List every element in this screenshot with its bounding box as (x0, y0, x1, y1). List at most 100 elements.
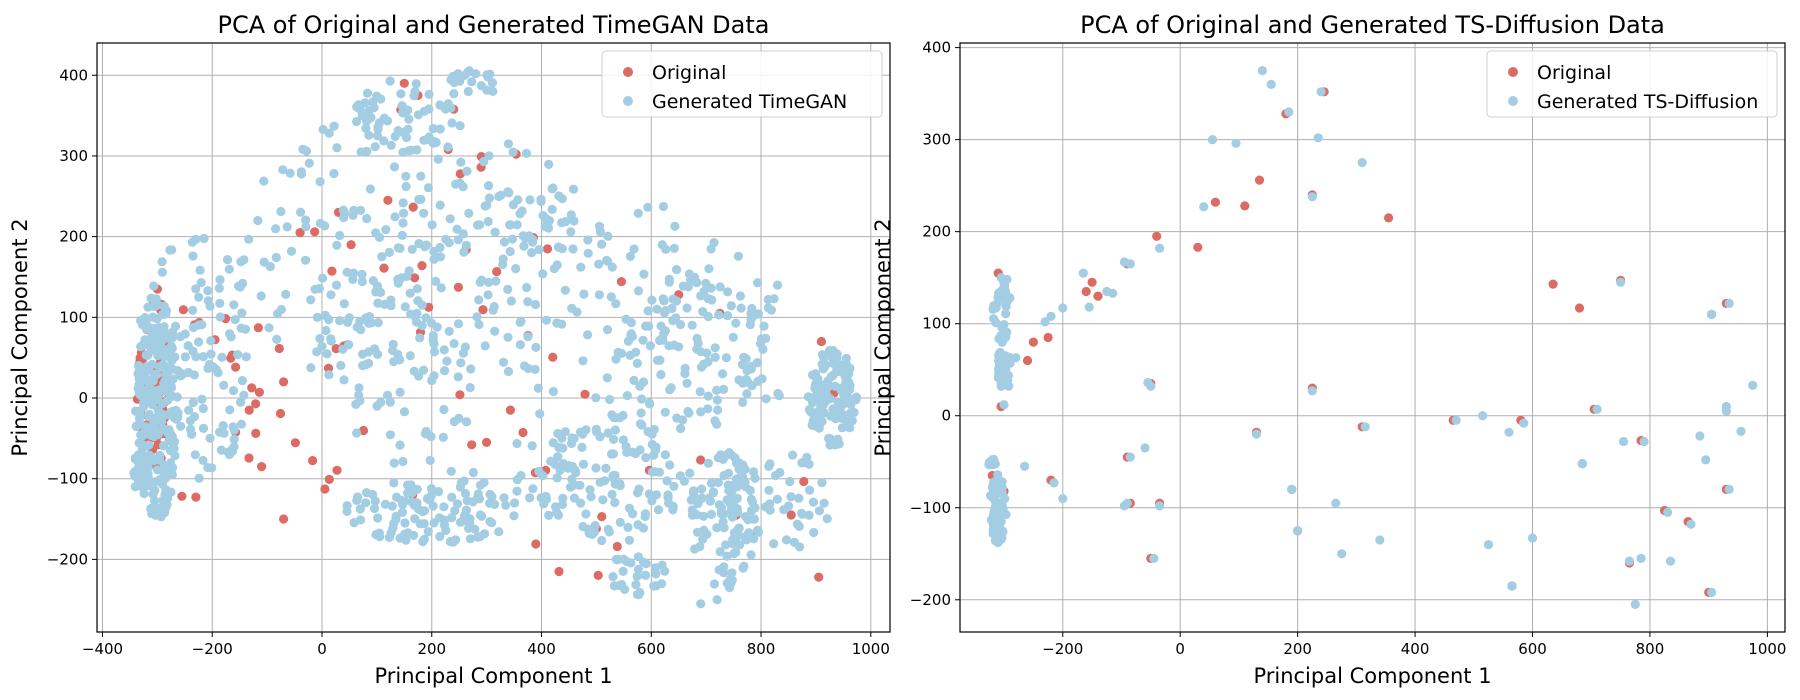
scatter-point (296, 169, 306, 179)
scatter-point (671, 313, 681, 323)
scatter-point (665, 460, 675, 470)
y-tick-label: 200 (922, 223, 951, 241)
scatter-point (362, 146, 372, 156)
scatter-point (817, 416, 827, 427)
scatter-point (145, 423, 155, 433)
scatter-point (415, 333, 425, 343)
scatter-point (215, 312, 225, 322)
chart-title: PCA of Original and Generated TS-Diffusi… (1080, 11, 1665, 39)
scatter-point (480, 341, 490, 351)
scatter-point (206, 349, 216, 359)
scatter-point (595, 477, 605, 487)
scatter-point (733, 251, 744, 261)
scatter-point (656, 321, 666, 331)
scatter-point (557, 218, 567, 228)
scatter-point (435, 200, 445, 210)
scatter-point (455, 390, 465, 400)
scatter-point (362, 213, 372, 224)
scatter-point (185, 424, 196, 434)
scatter-point (167, 470, 177, 480)
scatter-point (668, 505, 678, 515)
scatter-point (410, 273, 420, 283)
scatter-point (391, 511, 401, 521)
scatter-point (516, 316, 526, 326)
scatter-point (336, 360, 346, 371)
scatter-point (1058, 303, 1068, 313)
scatter-point (434, 487, 444, 497)
scatter-point (1287, 484, 1297, 494)
scatter-point (306, 363, 316, 373)
scatter-point (315, 218, 325, 228)
scatter-point (672, 265, 682, 275)
scatter-point (748, 467, 759, 477)
legend-label: Generated TS-Diffusion (1537, 91, 1758, 113)
scatter-point (460, 342, 470, 352)
legend-marker (1508, 96, 1518, 106)
scatter-point (602, 255, 612, 265)
scatter-point (445, 536, 455, 547)
scatter-point (643, 306, 653, 316)
scatter-point (786, 510, 796, 520)
scatter-point (996, 381, 1006, 391)
scatter-point (644, 398, 655, 408)
scatter-point (635, 445, 645, 455)
scatter-point (639, 269, 649, 279)
scatter-point (298, 144, 308, 154)
scatter-point (435, 124, 445, 134)
scatter-point (197, 394, 207, 404)
scatter-point (742, 389, 752, 399)
scatter-point (1210, 197, 1220, 207)
scatter-point (608, 473, 618, 483)
scatter-point (1527, 533, 1538, 543)
scatter-point (618, 410, 628, 421)
scatter-point (641, 453, 651, 463)
scatter-point (721, 540, 731, 550)
scatter-point (327, 266, 337, 276)
scatter-point (657, 579, 667, 589)
scatter-point (166, 383, 177, 393)
y-tick-label: −100 (910, 499, 951, 517)
scatter-point (712, 385, 722, 395)
scatter-point (405, 288, 415, 298)
scatter-point (583, 248, 593, 258)
scatter-point (549, 264, 559, 274)
scatter-point (214, 283, 224, 293)
scatter-point (432, 322, 442, 332)
x-tick-label: 1000 (852, 640, 890, 658)
scatter-point (511, 264, 521, 274)
scatter-point (658, 294, 668, 304)
scatter-point (611, 299, 621, 309)
scatter-point (754, 527, 764, 537)
scatter-point (188, 305, 198, 315)
scatter-point (499, 237, 509, 247)
scatter-point (415, 519, 425, 529)
legend-label: Original (1537, 62, 1611, 84)
scatter-point (178, 369, 188, 379)
scatter-point (533, 383, 543, 393)
scatter-point (342, 506, 352, 516)
scatter-point (794, 493, 804, 503)
scatter-point (153, 300, 163, 310)
scatter-point (398, 218, 408, 228)
scatter-point (398, 147, 408, 157)
scatter-point (285, 168, 295, 178)
scatter-point (349, 268, 359, 278)
scatter-point (696, 455, 706, 465)
scatter-point (388, 339, 398, 349)
scatter-point (180, 352, 190, 362)
scatter-point (149, 328, 159, 338)
scatter-point (618, 566, 628, 577)
scatter-point (467, 440, 477, 450)
scatter-point (595, 227, 605, 237)
scatter-point (727, 486, 737, 496)
scatter-point (233, 350, 243, 360)
scatter-point (465, 383, 475, 393)
scatter-point (503, 284, 513, 294)
scatter-point (236, 323, 246, 333)
scatter-point (607, 489, 617, 499)
scatter-point (484, 151, 494, 161)
scatter-point (406, 309, 416, 319)
scatter-point (1724, 298, 1734, 308)
scatter-point (703, 357, 713, 367)
scatter-point (696, 291, 706, 301)
